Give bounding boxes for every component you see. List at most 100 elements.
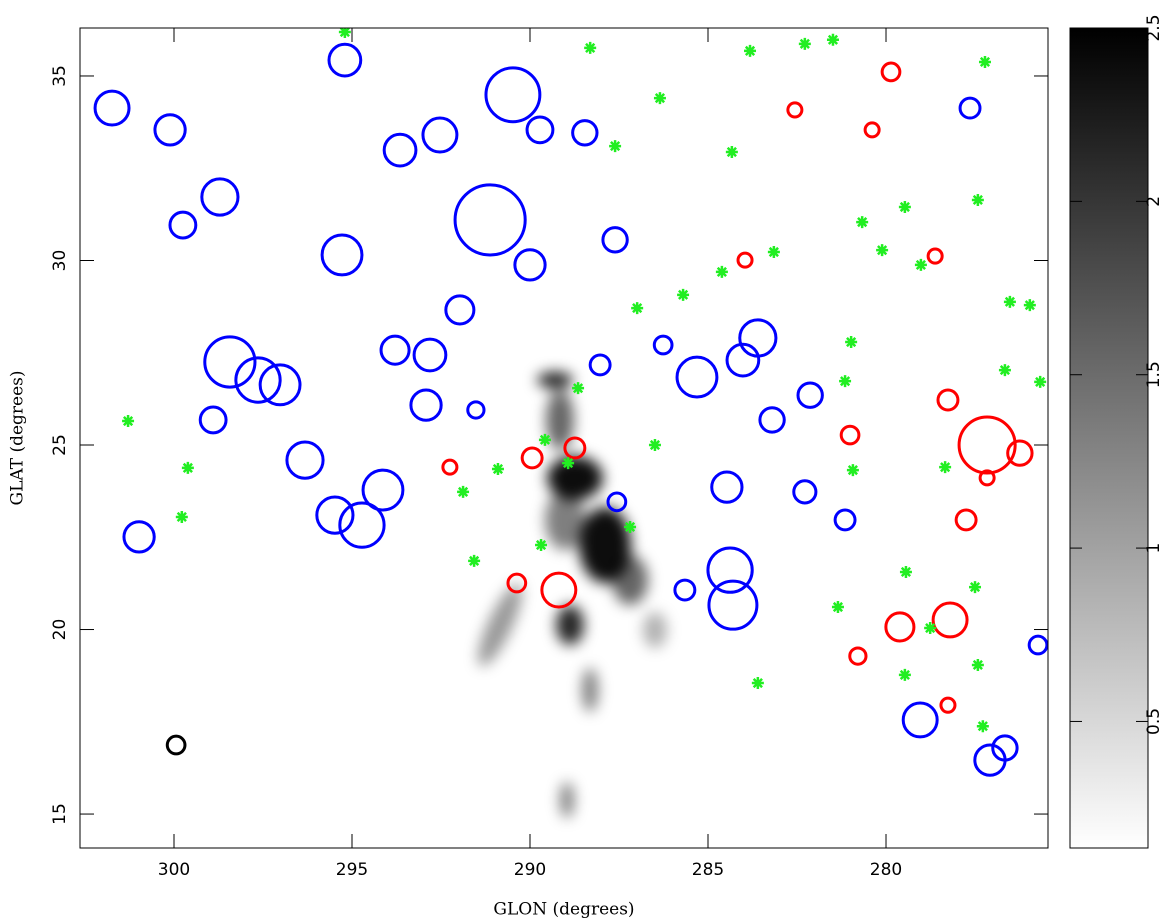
source-asterisk xyxy=(856,216,869,229)
source-asterisk xyxy=(898,668,911,681)
source-circle xyxy=(93,89,131,127)
source-circle xyxy=(285,440,325,480)
source-asterisk xyxy=(898,200,911,213)
source-circle xyxy=(466,400,486,420)
source-asterisk xyxy=(175,510,188,523)
y-tick-label: 30 xyxy=(50,250,70,272)
source-asterisk xyxy=(1034,375,1047,388)
source-asterisk xyxy=(535,539,548,552)
y-axis-title: GLAT (degrees) xyxy=(8,370,28,505)
source-asterisk xyxy=(971,193,984,206)
source-circle xyxy=(706,546,754,594)
y-tick-label: 35 xyxy=(50,65,70,87)
source-asterisk xyxy=(338,28,351,39)
source-circle xyxy=(710,470,744,504)
source-asterisk xyxy=(744,44,757,57)
source-asterisk xyxy=(876,244,889,257)
source-circle xyxy=(571,119,599,147)
colorbar-tick-label: 1.5 xyxy=(1144,361,1162,388)
source-asterisk xyxy=(181,461,194,474)
source-circle xyxy=(327,42,363,78)
source-asterisk xyxy=(998,364,1011,377)
source-asterisk xyxy=(122,415,135,428)
source-circle xyxy=(939,696,957,714)
source-asterisk xyxy=(976,720,989,733)
x-tick-label: 290 xyxy=(514,860,546,880)
source-circle xyxy=(958,96,982,120)
source-circle xyxy=(540,571,578,609)
y-tick-label: 20 xyxy=(50,619,70,641)
source-asterisk xyxy=(978,55,991,68)
source-circle xyxy=(320,233,364,277)
source-asterisk xyxy=(491,462,504,475)
source-circle xyxy=(786,101,804,119)
source-circle xyxy=(978,469,996,487)
source-circle xyxy=(931,601,969,639)
source-circle xyxy=(954,508,978,532)
source-asterisk xyxy=(798,37,811,50)
source-asterisk xyxy=(826,33,839,46)
source-circle xyxy=(606,491,628,513)
source-circle xyxy=(258,363,302,407)
source-circle xyxy=(601,226,629,254)
source-circle xyxy=(991,734,1019,762)
source-circle xyxy=(520,446,544,470)
source-asterisk xyxy=(457,485,470,498)
source-circle xyxy=(153,113,187,147)
source-asterisk xyxy=(939,461,952,474)
colorbar xyxy=(1070,28,1148,848)
source-circle xyxy=(203,335,257,389)
source-circle xyxy=(198,405,228,435)
source-circle xyxy=(379,334,411,366)
source-circle xyxy=(382,132,418,168)
source-asterisk xyxy=(631,302,644,315)
source-circle xyxy=(833,508,857,532)
source-circle xyxy=(936,388,960,412)
marks xyxy=(93,28,1048,777)
source-circle xyxy=(1027,634,1048,656)
source-circle xyxy=(122,520,156,554)
source-circle xyxy=(901,701,939,739)
y-tick-label: 25 xyxy=(50,434,70,456)
source-asterisk xyxy=(468,554,481,567)
source-asterisk xyxy=(572,382,585,395)
source-asterisk xyxy=(846,464,859,477)
source-asterisk xyxy=(899,565,912,578)
colorbar-tick-label: 1 xyxy=(1144,543,1162,554)
source-circle xyxy=(506,572,528,594)
source-circle xyxy=(792,479,818,505)
source-asterisk xyxy=(624,520,637,533)
x-tick-label: 295 xyxy=(336,860,368,880)
source-asterisk xyxy=(538,433,551,446)
source-circle xyxy=(863,121,881,139)
source-circle xyxy=(168,210,198,240)
source-asterisk xyxy=(971,658,984,671)
source-asterisk xyxy=(677,288,690,301)
source-circle xyxy=(736,251,754,269)
x-tick-label: 300 xyxy=(158,860,190,880)
source-circle xyxy=(513,248,547,282)
source-asterisk xyxy=(831,601,844,614)
source-asterisk xyxy=(653,92,666,105)
source-circle xyxy=(880,61,902,83)
source-asterisk xyxy=(845,336,858,349)
source-circle xyxy=(707,579,759,631)
source-circle xyxy=(444,294,476,326)
source-circle xyxy=(484,66,542,124)
source-circle xyxy=(725,342,761,378)
source-circle xyxy=(200,177,240,217)
source-circle xyxy=(652,334,674,356)
source-circle xyxy=(453,183,527,257)
source-asterisk xyxy=(648,439,661,452)
source-asterisk xyxy=(609,140,622,153)
source-asterisk xyxy=(767,246,780,259)
source-circle xyxy=(361,468,405,512)
source-circle xyxy=(315,495,355,535)
colorbar-frame xyxy=(1069,27,1149,849)
source-circle xyxy=(1006,439,1034,467)
source-circle xyxy=(338,501,386,549)
colorbar-tick-label: 0.5 xyxy=(1144,708,1162,735)
colorbar-tick-label: 2 xyxy=(1144,196,1162,207)
